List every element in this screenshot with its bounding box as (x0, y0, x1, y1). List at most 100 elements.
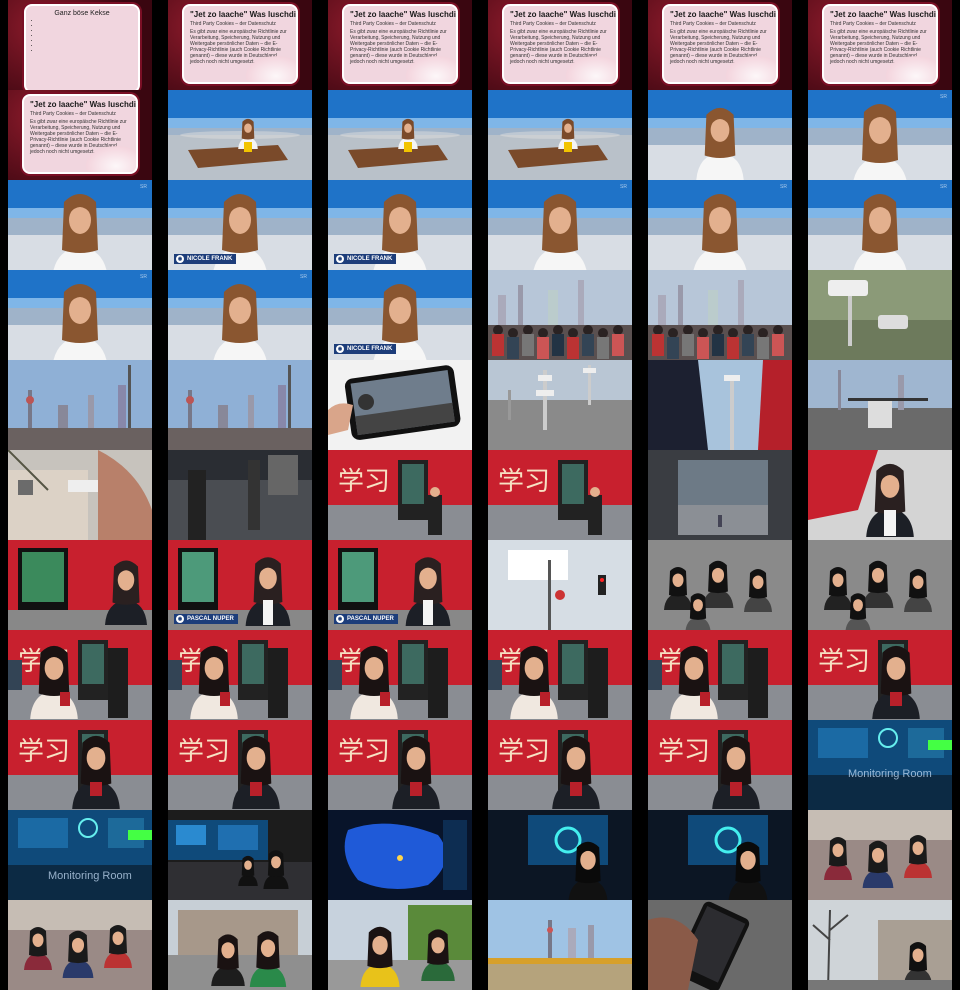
thumbnail-frame[interactable]: SR (488, 180, 632, 270)
thumbnail-frame[interactable]: 学习 (488, 450, 632, 540)
slide-subheading: Third Party Cookies – der Datenschutz (190, 21, 276, 27)
thumbnail-frame[interactable]: "Jet zo laache" Was luschdiges Third Par… (328, 0, 472, 90)
thumbnail-frame[interactable]: 学习 (488, 720, 632, 810)
thumbnail-frame[interactable]: 学习 (8, 630, 152, 720)
thumbnail-frame[interactable] (168, 810, 312, 900)
thumbnail-frame[interactable] (648, 360, 792, 450)
thumbnail-frame[interactable]: ◉ PASCAL NUPER (328, 540, 472, 630)
slide-body: Es gibt zwar eine europäische Richtlinie… (510, 29, 607, 65)
slide-body: Es gibt zwar eine europäische Richtlinie… (670, 29, 767, 65)
thumbnail-frame[interactable] (8, 540, 152, 630)
broadcaster-icon: ◉ (336, 255, 344, 263)
svg-text:SR: SR (300, 274, 307, 280)
thumbnail-frame[interactable]: SR (8, 180, 152, 270)
thumbnail-frame[interactable] (808, 270, 952, 360)
scene-art (648, 450, 792, 540)
thumbnail-frame[interactable] (808, 360, 952, 450)
thumbnail-frame[interactable]: 学习 (328, 720, 472, 810)
thumbnail-frame[interactable] (648, 90, 792, 180)
broadcaster-icon: ◉ (176, 255, 184, 263)
thumbnail-frame[interactable] (808, 540, 952, 630)
thumbnail-frame[interactable]: 学习 (808, 630, 952, 720)
thumbnail-frame[interactable] (8, 360, 152, 450)
thumbnail-frame[interactable]: ◉ NICOLE FRANK (168, 180, 312, 270)
thumbnail-frame[interactable] (168, 900, 312, 990)
thumbnail-frame[interactable]: Ganz böse Kekse (8, 0, 152, 90)
anchor-name: NICOLE FRANK (187, 256, 233, 262)
thumbnail-frame[interactable] (648, 540, 792, 630)
thumbnail-frame[interactable]: 学习 (648, 630, 792, 720)
thumbnail-frame[interactable] (328, 90, 472, 180)
thumbnail-frame[interactable]: SR (8, 270, 152, 360)
thumbnail-frame[interactable] (648, 450, 792, 540)
thumbnail-frame[interactable] (328, 900, 472, 990)
thumbnail-frame[interactable] (808, 900, 952, 990)
scene-art (8, 900, 152, 990)
scene-art (808, 810, 952, 900)
thumbnail-frame[interactable] (488, 540, 632, 630)
svg-text:SR: SR (780, 184, 787, 190)
thumbnail-frame[interactable]: 学习 (8, 720, 152, 810)
thumbnail-frame[interactable] (8, 900, 152, 990)
thumbnail-frame[interactable] (648, 900, 792, 990)
slide-subheading: Third Party Cookies – der Datenschutz (350, 21, 436, 27)
thumbnail-frame[interactable] (488, 360, 632, 450)
thumbnail-frame[interactable] (808, 450, 952, 540)
scene-art (808, 540, 952, 630)
thumbnail-frame[interactable]: SR (168, 270, 312, 360)
slide-heading: "Jet zo laache" Was luschdiges (30, 100, 136, 109)
svg-text:学习: 学习 (498, 737, 550, 767)
slide-body: Es gibt zwar eine europäische Richtlinie… (350, 29, 447, 65)
thumbnail-frame[interactable] (8, 450, 152, 540)
thumbnail-frame[interactable] (648, 810, 792, 900)
thumbnail-frame[interactable]: 学习 (328, 450, 472, 540)
svg-text:学习: 学习 (18, 737, 70, 767)
thumbnail-frame[interactable] (488, 90, 632, 180)
thumbnail-frame[interactable]: ◉ NICOLE FRANK (328, 180, 472, 270)
scene-art (168, 450, 312, 540)
thumbnail-frame[interactable]: 学习 (488, 630, 632, 720)
scene-art: SR (168, 270, 312, 360)
scene-art (168, 90, 312, 180)
thumbnail-frame[interactable]: ◉ PASCAL NUPER (168, 540, 312, 630)
slide-subheading: Third Party Cookies – der Datenschutz (510, 21, 596, 27)
scene-art (488, 360, 632, 450)
thumbnail-frame[interactable] (648, 270, 792, 360)
thumbnail-frame[interactable]: Monitoring Room (808, 720, 952, 810)
thumbnail-frame[interactable]: "Jet zo laache" Was luschdiges Third Par… (648, 0, 792, 90)
thumbnail-frame[interactable]: "Jet zo laache" Was luschdiges Third Par… (168, 0, 312, 90)
thumbnail-frame[interactable]: "Jet zo laache" Was luschdiges Third Par… (8, 90, 152, 180)
thumbnail-frame[interactable]: Monitoring Room (8, 810, 152, 900)
thumbnail-frame[interactable] (488, 900, 632, 990)
thumbnail-frame[interactable] (168, 90, 312, 180)
thumbnail-frame[interactable]: ◉ NICOLE FRANK (328, 270, 472, 360)
thumbnail-frame[interactable]: "Jet zo laache" Was luschdiges Third Par… (488, 0, 632, 90)
thumbnail-frame[interactable] (168, 360, 312, 450)
scene-art: 学习 (8, 630, 152, 720)
thumbnail-frame[interactable] (488, 270, 632, 360)
thumbnail-frame[interactable] (328, 360, 472, 450)
scene-art (648, 90, 792, 180)
thumbnail-frame[interactable] (808, 810, 952, 900)
thumbnail-frame[interactable]: SR (808, 180, 952, 270)
thumbnail-frame[interactable]: 学习 (168, 630, 312, 720)
scene-art: 学习 (648, 720, 792, 810)
thumbnail-frame[interactable]: 学习 (168, 720, 312, 810)
svg-text:学习: 学习 (498, 467, 550, 497)
scene-art (648, 360, 792, 450)
scene-art (808, 720, 952, 810)
scene-art (808, 900, 952, 990)
thumbnail-frame[interactable]: SR (808, 90, 952, 180)
thumbnail-frame[interactable] (488, 810, 632, 900)
thumbnail-frame[interactable]: 学习 (648, 720, 792, 810)
reporter-name: PASCAL NUPER (187, 616, 234, 622)
thumbnail-frame[interactable] (328, 810, 472, 900)
thumbnail-frame[interactable]: 学习 (328, 630, 472, 720)
slide-heading: "Jet zo laache" Was luschdiges (350, 10, 456, 19)
scene-art (648, 540, 792, 630)
presentation-slide: "Jet zo laache" Was luschdiges Third Par… (822, 4, 938, 84)
thumbnail-frame[interactable]: "Jet zo laache" Was luschdiges Third Par… (808, 0, 952, 90)
thumbnail-frame[interactable] (168, 450, 312, 540)
thumbnail-frame[interactable]: SR (648, 180, 792, 270)
presentation-slide: "Jet zo laache" Was luschdiges Third Par… (662, 4, 778, 84)
